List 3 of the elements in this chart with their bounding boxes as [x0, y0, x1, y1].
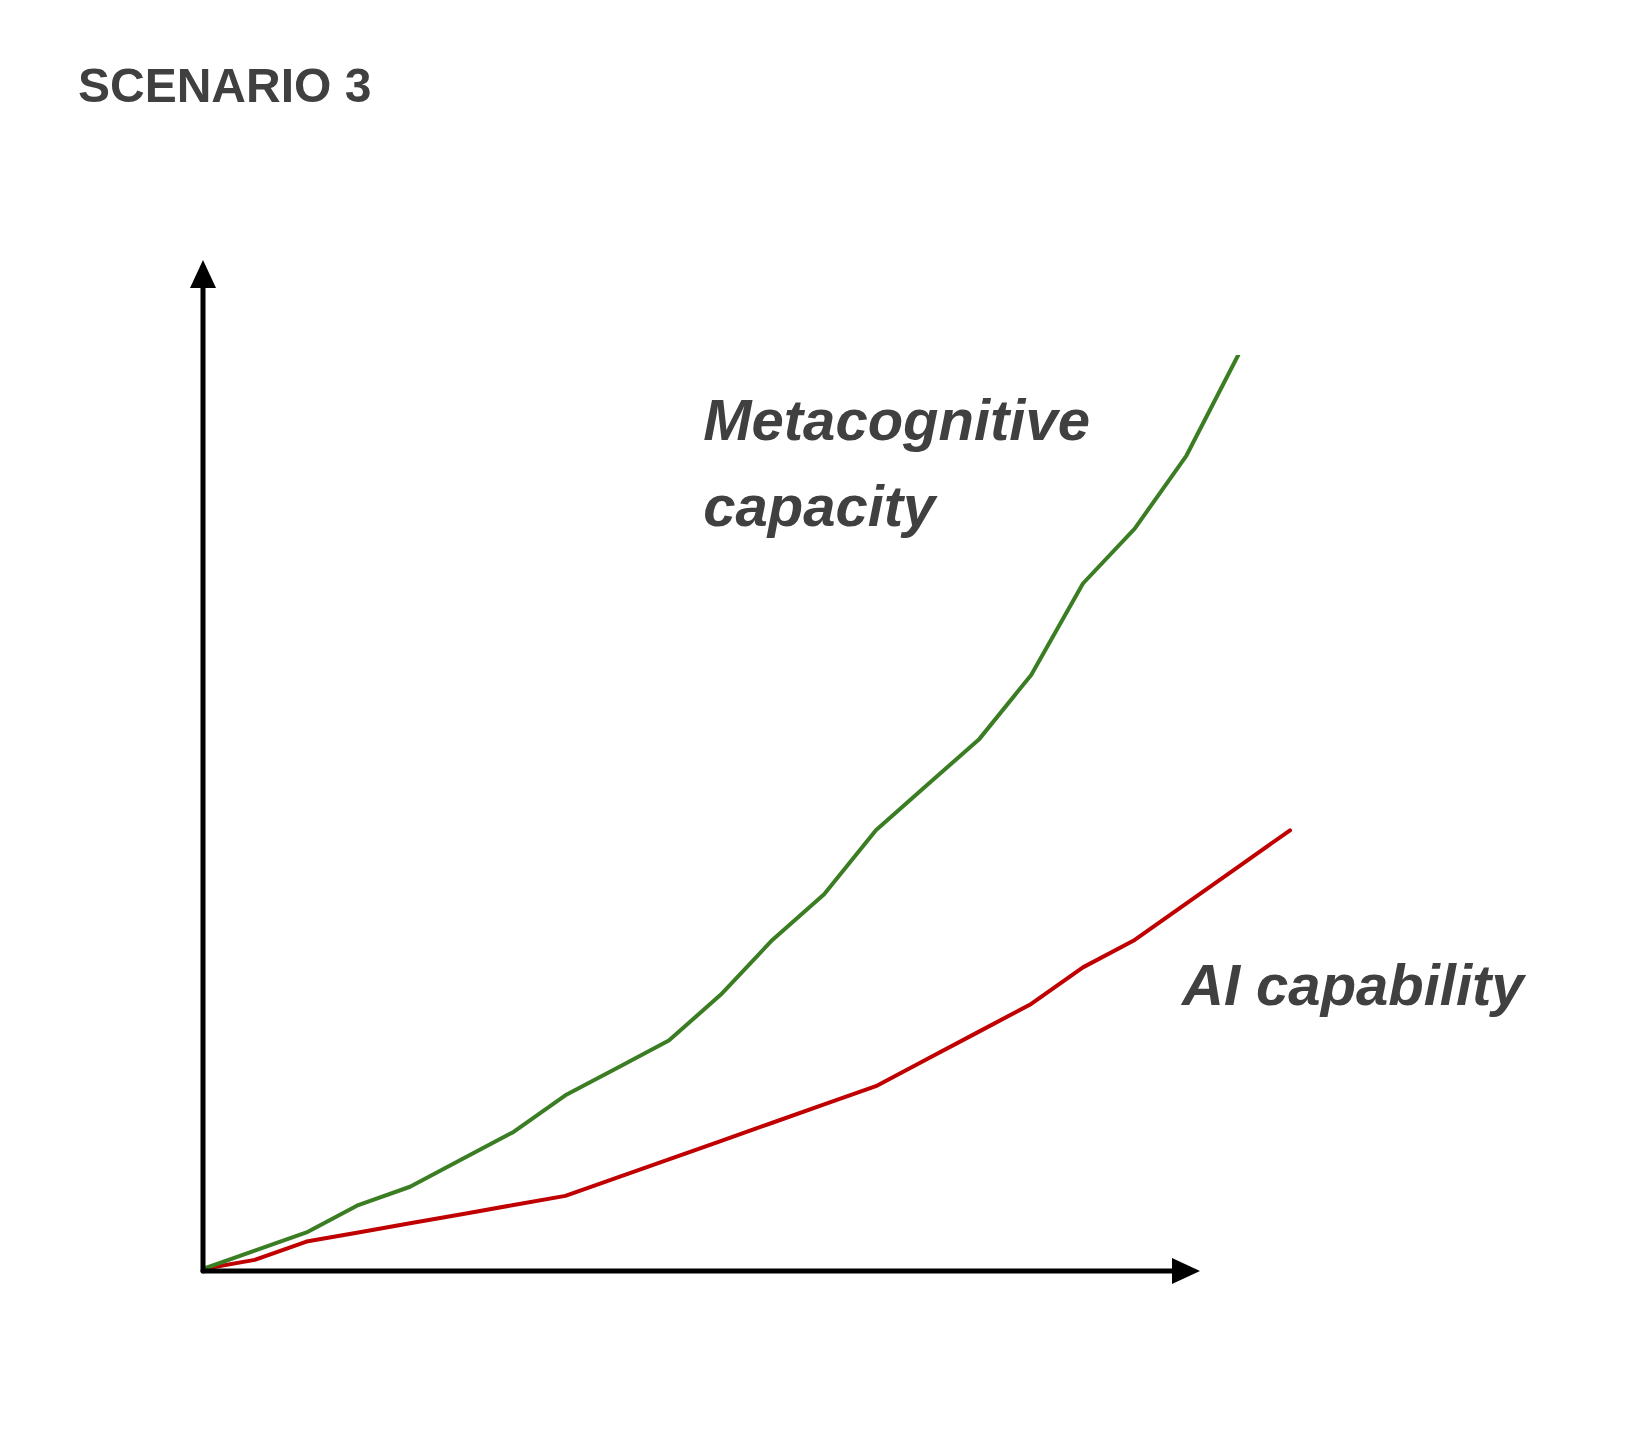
series-label: AI capability — [1180, 952, 1527, 1018]
series-label: Metacognitive capacity — [703, 387, 1090, 538]
chart-title: SCENARIO 3 — [78, 58, 372, 113]
